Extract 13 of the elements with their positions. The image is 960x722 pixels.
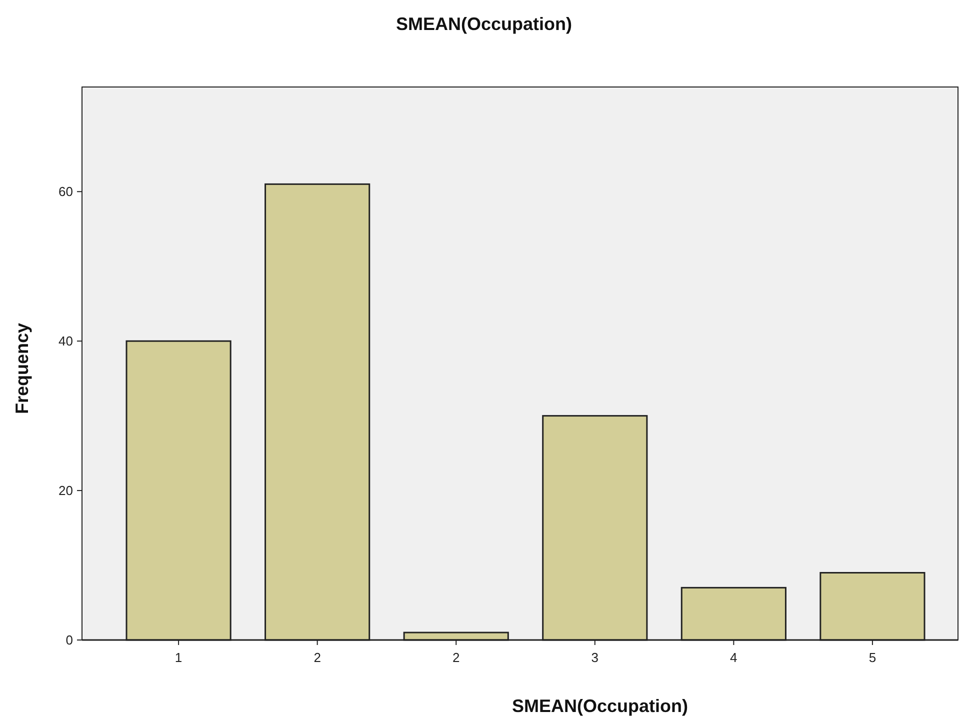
- y-axis-title: Frequency: [12, 322, 32, 414]
- x-tick-label: 4: [730, 650, 738, 665]
- x-axis-title: SMEAN(Occupation): [512, 696, 688, 716]
- x-tick-label: 3: [591, 650, 599, 665]
- x-tick-label: 2: [452, 650, 460, 665]
- y-tick-label: 40: [58, 334, 73, 349]
- y-tick-label: 60: [58, 184, 73, 200]
- x-tick-label: 1: [174, 650, 182, 665]
- chart-title: SMEAN(Occupation): [396, 14, 572, 34]
- y-tick-label: 20: [58, 483, 73, 498]
- x-tick-label: 5: [868, 650, 876, 665]
- y-tick-label: 0: [66, 632, 73, 648]
- x-tick-label: 2: [314, 650, 321, 665]
